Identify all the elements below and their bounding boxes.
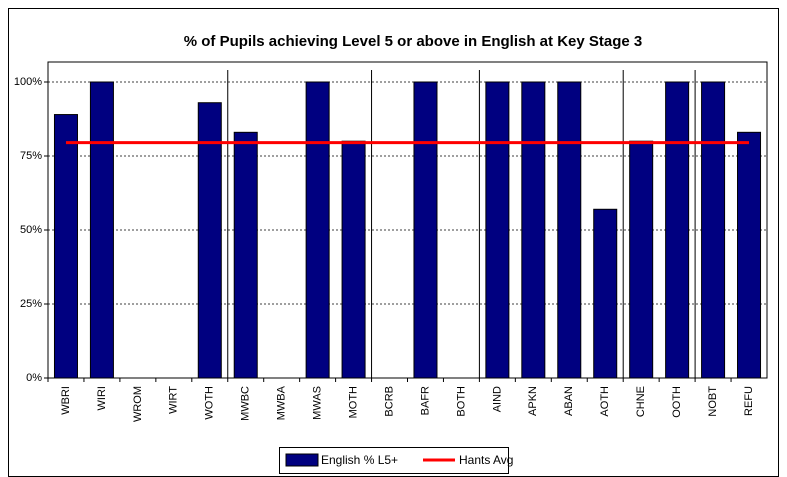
bar: [197, 102, 222, 379]
bar: [737, 131, 762, 379]
x-tick-label: AIND: [491, 386, 503, 412]
bar: [89, 81, 114, 379]
x-tick-label: WIRI: [96, 386, 108, 410]
y-tick-label: 25%: [20, 298, 42, 310]
x-tick-label: WBRI: [60, 386, 72, 415]
x-tick-label: MWBA: [276, 385, 288, 420]
x-tick-label: CHNE: [635, 386, 647, 417]
bar: [593, 208, 618, 379]
bar: [413, 81, 438, 379]
plot-area: [47, 61, 768, 379]
x-tick-label: REFU: [743, 386, 755, 416]
x-tick-label: OOTH: [671, 386, 683, 418]
bar: [521, 81, 546, 379]
bar: [665, 81, 690, 379]
bar: [341, 140, 366, 379]
y-tick-label: 50%: [20, 224, 42, 236]
legend-swatch: [285, 453, 319, 467]
bar: [485, 81, 510, 379]
chart-title: % of Pupils achieving Level 5 or above i…: [184, 33, 642, 50]
x-tick-label: WIRT: [168, 386, 180, 414]
x-tick-label: BOTH: [455, 386, 467, 417]
x-tick-label: BCRB: [383, 386, 395, 417]
bar: [629, 140, 654, 379]
bar: [305, 81, 330, 379]
x-tick-label: WOTH: [204, 386, 216, 420]
x-tick-label: MWAS: [312, 386, 324, 420]
x-tick-label: WROM: [132, 386, 144, 422]
x-tick-label: NOBT: [707, 386, 719, 417]
y-tick-label: 0%: [26, 372, 42, 384]
x-tick-label: MWBC: [240, 386, 252, 421]
legend-label: Hants Avg: [459, 453, 513, 467]
bar: [233, 131, 258, 379]
bar: [53, 114, 78, 379]
y-tick-label: 75%: [20, 150, 42, 162]
x-tick-label: ABAN: [563, 386, 575, 416]
bar: [701, 81, 726, 379]
x-tick-label: BAFR: [419, 386, 431, 415]
x-tick-label: MOTH: [347, 386, 359, 418]
bar: [557, 81, 582, 379]
x-tick-label: APKN: [527, 386, 539, 416]
legend-label: English % L5+: [321, 453, 398, 467]
x-tick-label: AOTH: [599, 386, 611, 417]
legend: English % L5+ Hants Avg: [279, 447, 513, 474]
y-tick-label: 100%: [14, 76, 42, 88]
